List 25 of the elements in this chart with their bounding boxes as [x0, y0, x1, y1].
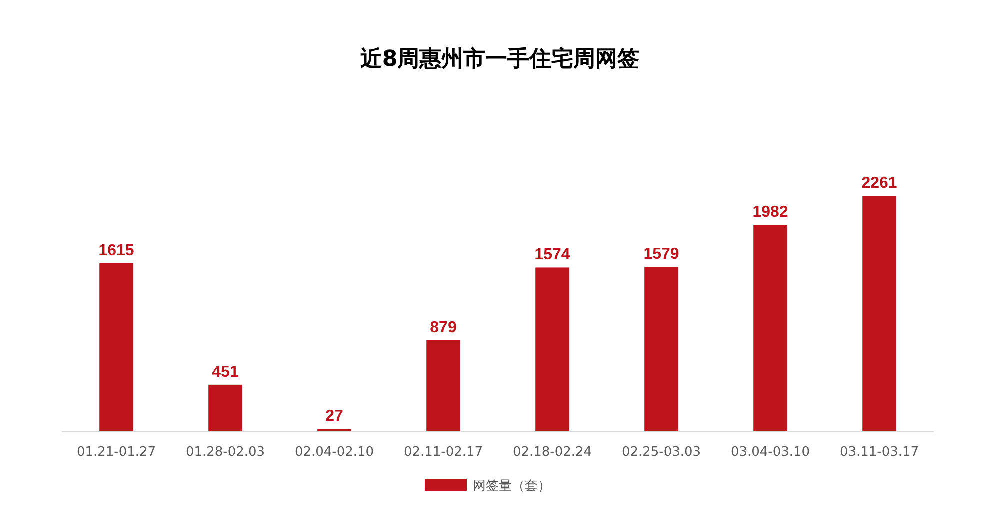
x-tick-label: 03.11-03.17 — [840, 445, 920, 460]
data-label: 2261 — [862, 175, 898, 192]
bar — [862, 196, 896, 432]
bar — [100, 263, 134, 432]
bar — [644, 267, 678, 432]
data-label: 879 — [430, 319, 457, 336]
data-label: 1615 — [98, 242, 134, 260]
data-label: 451 — [212, 364, 239, 381]
data-label: 1982 — [752, 204, 788, 222]
data-label: 1574 — [534, 246, 570, 264]
x-tick-label: 01.21-01.27 — [76, 445, 156, 460]
data-label: 1579 — [644, 246, 680, 264]
x-tick-label: 03.04-03.10 — [730, 445, 810, 460]
x-tick-label: 02.04-02.10 — [294, 445, 374, 460]
bar — [754, 225, 788, 432]
x-tick-label: 01.28-02.03 — [186, 445, 266, 460]
x-tick-label: 02.25-03.03 — [622, 445, 702, 460]
x-tick-label: 02.18-02.24 — [512, 445, 592, 460]
data-label: 27 — [326, 408, 344, 426]
bar — [208, 384, 242, 432]
bar — [536, 268, 570, 432]
x-tick-label: 02.11-02.17 — [404, 445, 484, 460]
chart-title: 近8周惠州市一手住宅周网签 — [359, 46, 640, 72]
bar — [426, 340, 460, 432]
legend-label: 网签量（套） — [473, 479, 551, 494]
